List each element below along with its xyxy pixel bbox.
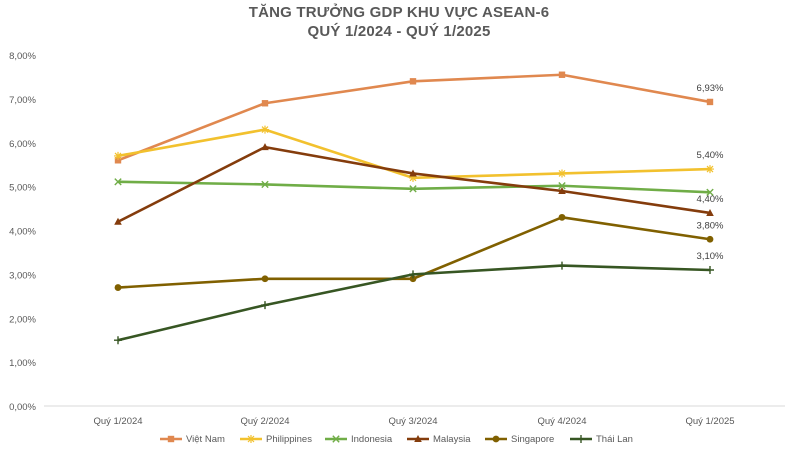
legend-label-indonesia: Indonesia — [351, 434, 393, 445]
x-tick-label: Quý 1/2024 — [93, 416, 142, 427]
chart-title: TĂNG TRƯỞNG GDP KHU VỰC ASEAN-6 — [248, 4, 550, 21]
x-tick-label: Quý 3/2024 — [388, 416, 437, 427]
x-tick-label: Quý 2/2024 — [240, 416, 289, 427]
series-line-viet-nam — [117, 73, 711, 162]
data-point-indonesia — [114, 178, 122, 186]
legend-label-philippines: Philippines — [266, 434, 312, 445]
data-point-singapore — [261, 275, 269, 283]
x-tick-label: Quý 1/2025 — [685, 416, 734, 427]
legend-label-thai-lan: Thái Lan — [596, 434, 633, 445]
data-point-philippines — [409, 173, 417, 182]
legend-marker-philippines — [247, 435, 255, 443]
legend-marker-singapore — [492, 435, 500, 443]
data-point-malaysia — [558, 187, 566, 195]
data-point-singapore — [706, 235, 714, 243]
y-tick-label: 5,00% — [9, 183, 36, 194]
data-label-malaysia: 4,40% — [697, 194, 724, 205]
legend-marker-indonesia — [332, 435, 340, 443]
data-point-philippines — [706, 165, 714, 174]
data-point-thai-lan — [409, 270, 417, 279]
legend-marker-malaysia — [414, 435, 422, 442]
y-tick-label: 1,00% — [9, 358, 36, 369]
legend-marker-viet-nam — [167, 435, 175, 443]
data-point-malaysia — [706, 208, 714, 216]
data-point-viet-nam — [706, 98, 714, 106]
data-point-thai-lan — [114, 336, 122, 345]
data-point-singapore — [558, 213, 566, 221]
data-point-philippines — [261, 125, 269, 134]
data-point-thai-lan — [558, 261, 566, 270]
data-point-indonesia — [558, 182, 566, 190]
data-point-viet-nam — [558, 71, 566, 78]
data-point-malaysia — [114, 217, 122, 225]
data-point-viet-nam — [114, 157, 122, 164]
x-tick-label: Quý 4/2024 — [537, 416, 586, 427]
legend-marker-thai-lan — [577, 435, 585, 443]
data-label-singapore: 3,80% — [697, 220, 724, 231]
legend-label-singapore: Singapore — [511, 434, 554, 445]
data-label-thai-lan: 3,10% — [697, 251, 724, 262]
series-line-philippines — [117, 128, 711, 180]
y-tick-label: 7,00% — [9, 95, 36, 106]
y-tick-label: 8,00% — [9, 51, 36, 62]
data-point-singapore — [409, 275, 417, 283]
data-point-indonesia — [261, 180, 269, 189]
data-point-malaysia — [261, 143, 269, 151]
y-tick-label: 2,00% — [9, 314, 36, 325]
legend-label-viet-nam: Việt Nam — [186, 434, 225, 445]
chart-subtitle: QUÝ 1/2024 - QUÝ 1/2025 — [307, 23, 491, 40]
data-label-philippines: 5,40% — [697, 150, 724, 161]
data-point-singapore — [114, 284, 122, 291]
y-tick-label: 3,00% — [9, 270, 36, 281]
data-point-indonesia — [706, 188, 714, 197]
data-point-indonesia — [409, 185, 417, 193]
data-point-philippines — [558, 169, 566, 178]
legend-label-malaysia: Malaysia — [433, 434, 471, 445]
data-point-viet-nam — [261, 100, 269, 107]
data-point-viet-nam — [409, 78, 417, 85]
y-tick-label: 4,00% — [9, 227, 36, 238]
data-point-malaysia — [409, 169, 417, 177]
data-label-viet-nam: 6,93% — [697, 83, 724, 94]
data-point-thai-lan — [261, 301, 269, 310]
y-tick-label: 0,00% — [9, 402, 36, 413]
data-point-thai-lan — [706, 265, 714, 274]
y-tick-label: 6,00% — [9, 139, 36, 150]
data-point-philippines — [114, 151, 122, 160]
